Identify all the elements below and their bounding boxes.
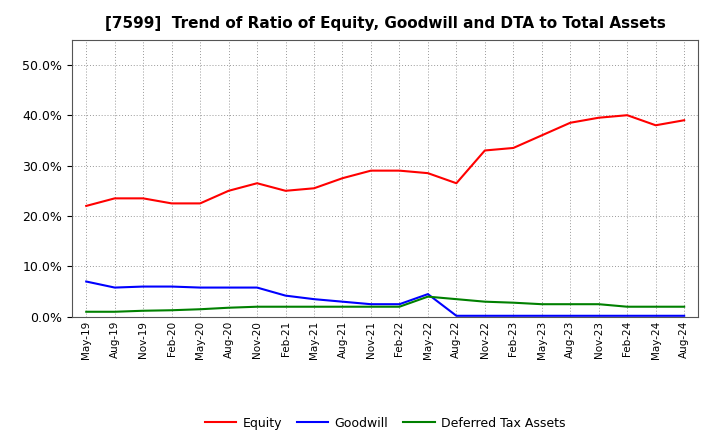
Deferred Tax Assets	[395, 304, 404, 309]
Deferred Tax Assets	[139, 308, 148, 313]
Deferred Tax Assets	[423, 294, 432, 299]
Goodwill	[139, 284, 148, 289]
Deferred Tax Assets	[253, 304, 261, 309]
Equity	[82, 203, 91, 209]
Goodwill	[480, 313, 489, 319]
Goodwill	[167, 284, 176, 289]
Deferred Tax Assets	[82, 309, 91, 315]
Deferred Tax Assets	[196, 307, 204, 312]
Goodwill	[423, 291, 432, 297]
Equity	[652, 123, 660, 128]
Equity	[225, 188, 233, 194]
Equity	[139, 196, 148, 201]
Deferred Tax Assets	[652, 304, 660, 309]
Equity	[366, 168, 375, 173]
Deferred Tax Assets	[225, 305, 233, 310]
Equity	[623, 113, 631, 118]
Deferred Tax Assets	[338, 304, 347, 309]
Deferred Tax Assets	[509, 300, 518, 305]
Deferred Tax Assets	[310, 304, 318, 309]
Equity	[253, 180, 261, 186]
Equity	[566, 120, 575, 125]
Deferred Tax Assets	[623, 304, 631, 309]
Deferred Tax Assets	[537, 301, 546, 307]
Goodwill	[310, 297, 318, 302]
Deferred Tax Assets	[452, 297, 461, 302]
Deferred Tax Assets	[566, 301, 575, 307]
Goodwill	[452, 313, 461, 319]
Goodwill	[680, 313, 688, 319]
Title: [7599]  Trend of Ratio of Equity, Goodwill and DTA to Total Assets: [7599] Trend of Ratio of Equity, Goodwil…	[105, 16, 665, 32]
Goodwill	[537, 313, 546, 319]
Deferred Tax Assets	[167, 308, 176, 313]
Equity	[395, 168, 404, 173]
Equity	[452, 180, 461, 186]
Line: Goodwill: Goodwill	[86, 282, 684, 316]
Goodwill	[566, 313, 575, 319]
Goodwill	[196, 285, 204, 290]
Equity	[167, 201, 176, 206]
Equity	[282, 188, 290, 194]
Goodwill	[509, 313, 518, 319]
Deferred Tax Assets	[595, 301, 603, 307]
Equity	[595, 115, 603, 121]
Equity	[680, 117, 688, 123]
Deferred Tax Assets	[480, 299, 489, 304]
Goodwill	[253, 285, 261, 290]
Line: Deferred Tax Assets: Deferred Tax Assets	[86, 297, 684, 312]
Goodwill	[225, 285, 233, 290]
Equity	[196, 201, 204, 206]
Goodwill	[395, 301, 404, 307]
Deferred Tax Assets	[282, 304, 290, 309]
Equity	[537, 133, 546, 138]
Goodwill	[110, 285, 119, 290]
Equity	[338, 176, 347, 181]
Goodwill	[282, 293, 290, 298]
Deferred Tax Assets	[366, 304, 375, 309]
Goodwill	[623, 313, 631, 319]
Equity	[509, 145, 518, 150]
Line: Equity: Equity	[86, 115, 684, 206]
Legend: Equity, Goodwill, Deferred Tax Assets: Equity, Goodwill, Deferred Tax Assets	[200, 412, 570, 435]
Goodwill	[338, 299, 347, 304]
Goodwill	[652, 313, 660, 319]
Equity	[110, 196, 119, 201]
Goodwill	[366, 301, 375, 307]
Equity	[310, 186, 318, 191]
Goodwill	[595, 313, 603, 319]
Deferred Tax Assets	[680, 304, 688, 309]
Deferred Tax Assets	[110, 309, 119, 315]
Goodwill	[82, 279, 91, 284]
Equity	[480, 148, 489, 153]
Equity	[423, 171, 432, 176]
